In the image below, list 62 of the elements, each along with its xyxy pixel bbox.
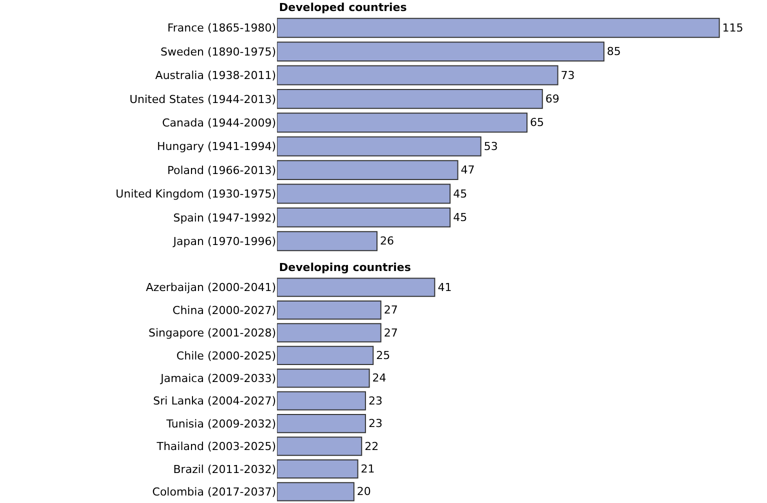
data-label: 65 — [530, 116, 544, 130]
data-label: 45 — [453, 210, 468, 224]
data-label: 22 — [364, 440, 379, 453]
data-label: 69 — [545, 92, 560, 106]
data-label: 115 — [722, 21, 744, 34]
chart-title: Developing countries — [279, 261, 412, 274]
data-label: 53 — [484, 140, 498, 153]
y-tick-label: Sri Lanka (2004-2027) — [153, 394, 276, 408]
y-tick-label: Hungary (1941-1994) — [156, 140, 276, 154]
bar — [277, 482, 354, 502]
bar — [277, 88, 543, 109]
y-tick-label: Colombia (2017-2037) — [152, 486, 276, 498]
y-tick-label: Australia (1938-2011) — [155, 69, 276, 82]
data-label: 45 — [453, 187, 468, 200]
y-tick-label: Tunisia (2009-2032) — [165, 417, 276, 430]
y-tick-label: United States (1944-2013) — [129, 92, 276, 106]
y-tick-label: Azerbaijan (2000-2041) — [146, 281, 276, 294]
data-label: 41 — [438, 280, 452, 294]
bar — [277, 207, 451, 228]
y-tick-label: China (2000-2027) — [172, 304, 276, 317]
bar — [277, 323, 382, 342]
y-tick-label: Singapore (2001-2028) — [148, 326, 276, 340]
y-tick-label: Canada (1944-2009) — [162, 116, 276, 130]
data-label: 25 — [376, 348, 390, 362]
y-tick-label: United Kingdom (1930-1975) — [116, 188, 276, 201]
bar — [277, 368, 370, 388]
bar — [277, 391, 366, 410]
data-label: 24 — [372, 372, 386, 385]
y-tick-label: Jamaica (2009-2033) — [160, 372, 276, 385]
bar — [277, 231, 378, 252]
data-label: 73 — [560, 68, 575, 82]
bar — [277, 278, 436, 297]
bar — [277, 65, 558, 86]
data-label: 26 — [380, 234, 394, 248]
bar — [277, 414, 366, 434]
y-tick-label: Sweden (1890-1975) — [160, 45, 276, 58]
bar — [277, 136, 482, 156]
data-label: 47 — [460, 164, 475, 177]
data-label: 27 — [384, 326, 398, 340]
bar — [277, 184, 451, 204]
bar — [277, 160, 458, 180]
bar — [277, 18, 720, 38]
y-tick-label: Poland (1966-2013) — [167, 164, 276, 177]
y-tick-label: France (1865-1980) — [167, 22, 276, 35]
bar — [277, 459, 358, 479]
data-label: 23 — [368, 394, 382, 408]
data-label: 27 — [384, 304, 398, 317]
y-tick-label: Chile (2000-2025) — [176, 349, 276, 362]
y-tick-label: Japan (1970-1996) — [172, 235, 276, 248]
data-label: 23 — [368, 417, 382, 430]
bar — [277, 42, 604, 62]
bar — [277, 436, 362, 456]
y-tick-label: Spain (1947-1992) — [173, 211, 276, 224]
bar — [277, 300, 382, 320]
y-tick-label: Brazil (2011-2032) — [173, 462, 276, 476]
data-label: 20 — [356, 485, 371, 498]
bar — [277, 112, 528, 133]
data-label: 21 — [360, 462, 375, 476]
chart-title: Developed countries — [279, 1, 408, 14]
y-tick-label: Thailand (2003-2025) — [156, 440, 276, 454]
data-label: 85 — [606, 45, 621, 58]
bar — [277, 346, 374, 366]
